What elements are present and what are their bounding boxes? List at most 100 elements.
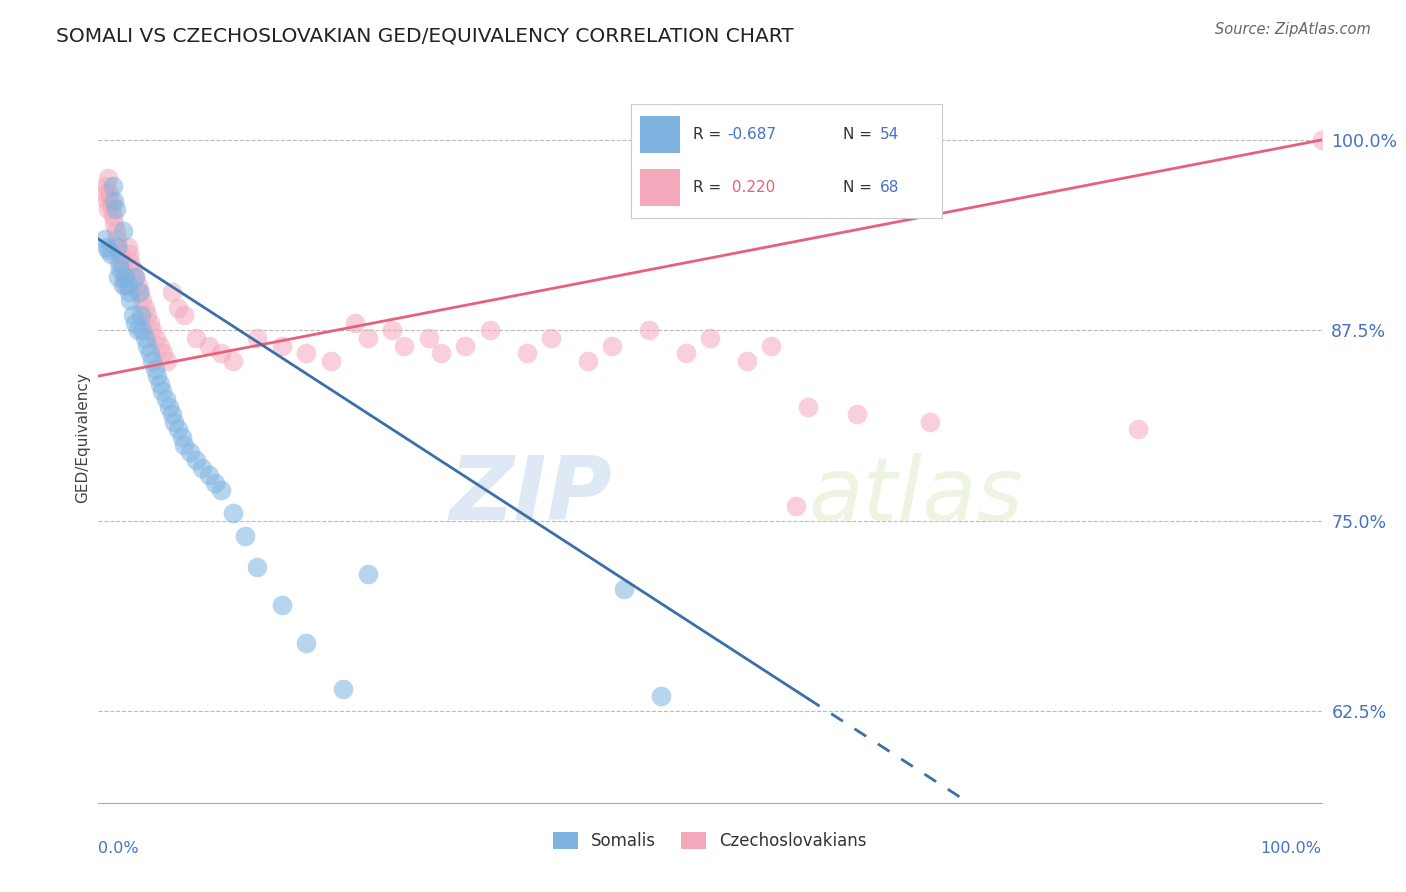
Point: [650, 689, 672, 703]
Point: [139, 346, 162, 360]
Point: [110, 247, 132, 261]
Point: [101, 178, 124, 193]
Point: [149, 338, 172, 352]
Point: [270, 598, 294, 612]
Point: [107, 270, 129, 285]
Point: [103, 217, 125, 231]
Text: Source: ZipAtlas.com: Source: ZipAtlas.com: [1215, 22, 1371, 37]
Point: [127, 323, 149, 337]
Text: 100.0%: 100.0%: [1261, 841, 1322, 856]
Point: [105, 232, 128, 246]
Point: [197, 338, 219, 352]
Text: 68: 68: [880, 179, 900, 194]
Point: [97, 202, 120, 216]
Point: [111, 255, 134, 269]
Point: [101, 209, 124, 223]
Point: [111, 262, 134, 277]
Point: [117, 239, 139, 253]
Point: [761, 338, 783, 352]
Point: [637, 323, 661, 337]
Point: [141, 323, 163, 337]
Point: [97, 171, 120, 186]
Point: [392, 338, 416, 352]
Point: [139, 316, 162, 330]
Point: [209, 483, 232, 498]
Legend: Somalis, Czechoslovakians: Somalis, Czechoslovakians: [547, 825, 873, 856]
Point: [173, 308, 195, 322]
Point: [246, 559, 269, 574]
Point: [173, 438, 195, 452]
Point: [454, 338, 477, 352]
Point: [110, 262, 132, 277]
Point: [107, 239, 129, 253]
Point: [209, 346, 232, 360]
Point: [478, 323, 501, 337]
Point: [101, 202, 124, 216]
Point: [152, 346, 174, 360]
Point: [111, 224, 134, 238]
Point: [356, 331, 378, 345]
Point: [156, 354, 179, 368]
Point: [118, 285, 141, 300]
Point: [111, 277, 134, 292]
Point: [114, 277, 136, 292]
Point: [117, 277, 139, 292]
Point: [845, 407, 868, 421]
Point: [104, 224, 127, 238]
Text: N =: N =: [842, 128, 876, 143]
Point: [98, 186, 121, 201]
Point: [149, 376, 172, 391]
Point: [114, 270, 136, 285]
Point: [233, 529, 256, 543]
Point: [186, 331, 208, 345]
Point: [127, 277, 149, 292]
Point: [131, 323, 153, 337]
Point: [93, 186, 115, 201]
Bar: [640, 116, 681, 153]
Text: ZIP: ZIP: [450, 452, 612, 539]
Point: [699, 331, 721, 345]
Point: [600, 338, 623, 352]
Point: [108, 255, 131, 269]
Point: [430, 346, 453, 360]
Point: [785, 499, 807, 513]
Point: [155, 392, 177, 406]
Text: N =: N =: [842, 179, 876, 194]
Point: [515, 346, 537, 360]
Point: [124, 270, 146, 285]
Point: [381, 323, 404, 337]
Point: [1128, 422, 1150, 436]
Point: [1310, 133, 1333, 147]
Point: [129, 285, 152, 300]
Point: [735, 354, 758, 368]
Point: [222, 506, 245, 520]
Point: [191, 460, 214, 475]
Point: [675, 346, 697, 360]
Point: [613, 582, 636, 597]
Point: [150, 384, 173, 399]
Point: [145, 331, 167, 345]
Point: [167, 301, 190, 315]
Point: [128, 285, 150, 300]
Point: [96, 239, 118, 253]
Point: [204, 475, 226, 490]
Point: [112, 270, 135, 285]
Point: [332, 681, 354, 696]
Text: R =: R =: [693, 179, 725, 194]
Point: [540, 331, 562, 345]
Point: [170, 430, 193, 444]
Text: 54: 54: [880, 128, 900, 143]
Point: [141, 354, 163, 368]
Point: [920, 415, 942, 429]
Point: [124, 316, 146, 330]
Text: atlas: atlas: [808, 452, 1022, 539]
Text: SOMALI VS CZECHOSLOVAKIAN GED/EQUIVALENCY CORRELATION CHART: SOMALI VS CZECHOSLOVAKIAN GED/EQUIVALENC…: [56, 27, 794, 45]
Text: -0.687: -0.687: [727, 128, 776, 143]
Point: [270, 338, 294, 352]
Point: [186, 453, 208, 467]
Point: [103, 194, 125, 208]
Point: [146, 369, 169, 384]
Text: R =: R =: [693, 128, 725, 143]
Point: [93, 232, 115, 246]
Point: [157, 400, 180, 414]
